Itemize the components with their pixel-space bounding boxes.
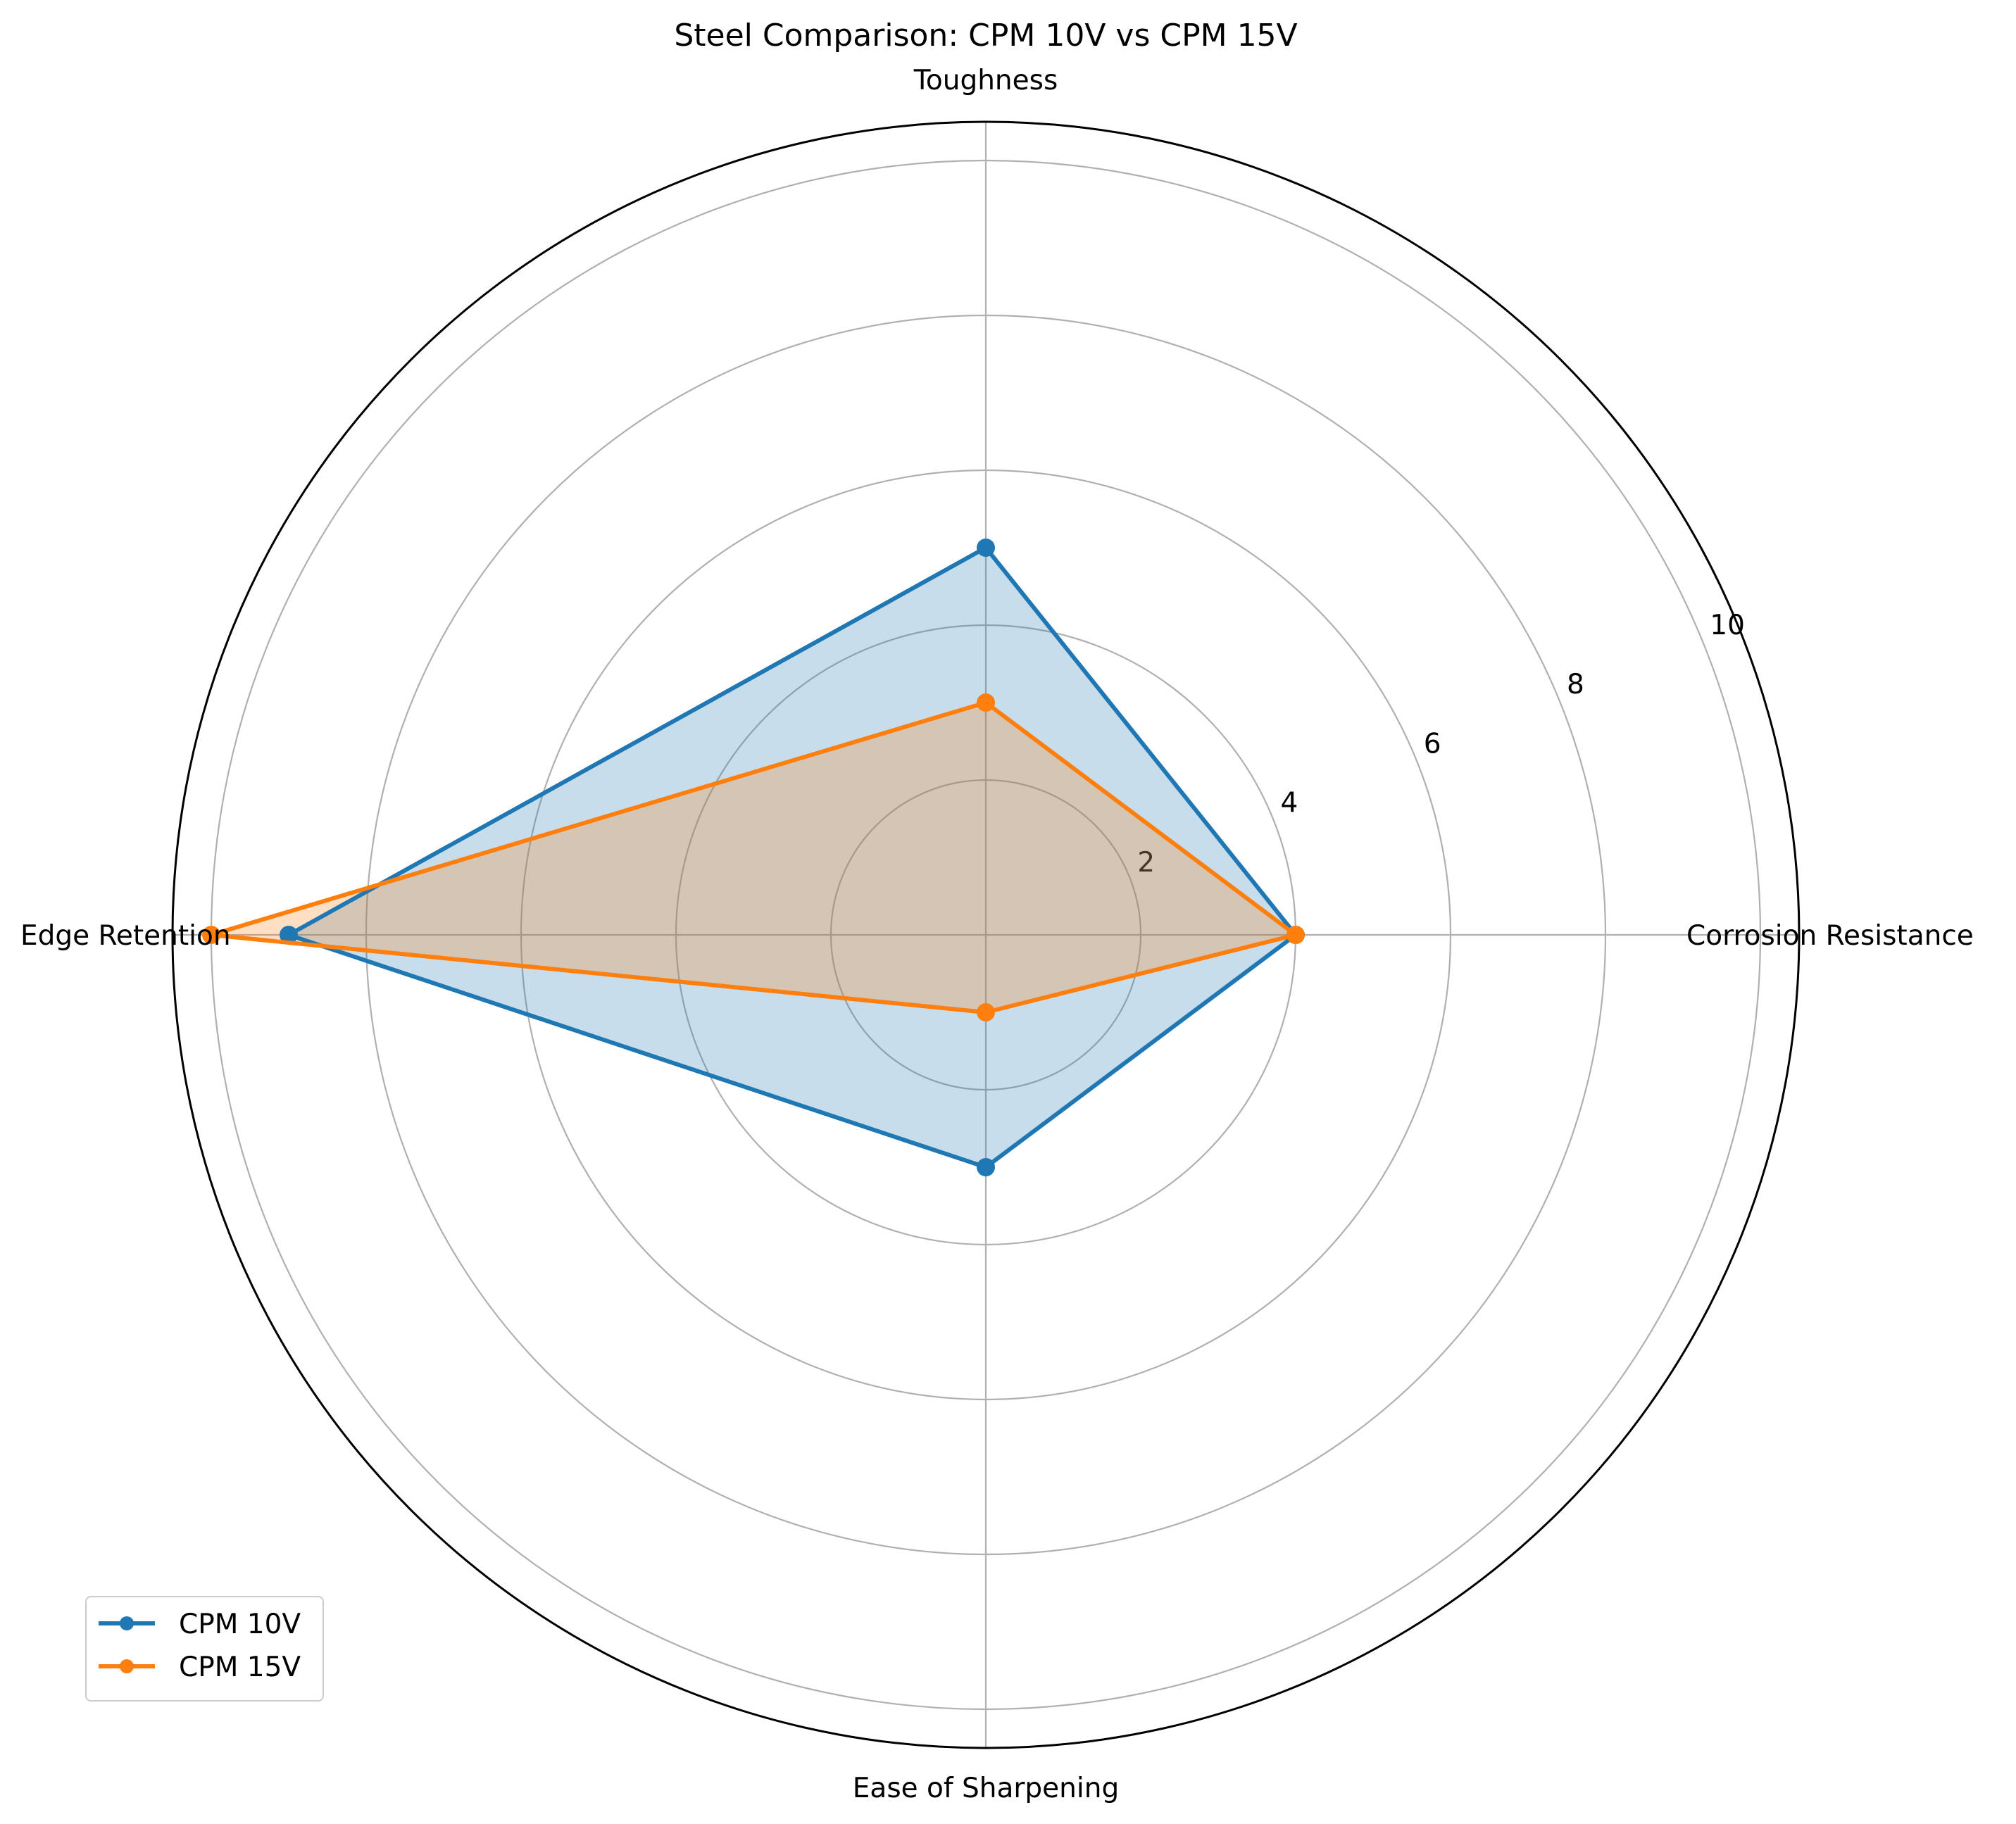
radial-tick-label: 10: [1710, 610, 1745, 641]
radial-tick-label: 4: [1281, 788, 1298, 819]
legend-label-cpm-15v: CPM 15V: [179, 1652, 301, 1683]
data-point-cpm-10v: [977, 1158, 995, 1176]
circular-gridline: [829, 779, 1142, 1091]
radial-tick-label: 6: [1424, 728, 1441, 760]
legend: CPM 10V CPM 15V: [85, 1596, 324, 1702]
category-label-corrosion-resistance: Corrosion Resistance: [1686, 920, 1974, 952]
label-layer: Corrosion Resistance Toughness Edge Rete…: [20, 65, 1974, 1804]
data-point-cpm-15v: [1286, 926, 1305, 944]
chart-title: Steel Comparison: CPM 10V vs CPM 15V: [674, 18, 1297, 54]
category-label-ease-of-sharpening: Ease of Sharpening: [853, 1773, 1119, 1804]
legend-marker-cpm-10v: [120, 1616, 134, 1630]
category-label-toughness: Toughness: [913, 65, 1058, 96]
category-label-edge-retention: Edge Retention: [20, 920, 231, 952]
circular-gridline: [365, 314, 1607, 1556]
legend-label-cpm-10v: CPM 10V: [179, 1609, 301, 1640]
data-point-cpm-15v: [977, 693, 995, 712]
data-point-cpm-10v: [977, 539, 995, 557]
data-point-cpm-15v: [977, 1003, 995, 1021]
data-point-cpm-15v: [202, 926, 220, 944]
series-fill-cpm-10v: [289, 548, 1296, 1167]
series-fill-cpm-15v: [211, 703, 1296, 1012]
circular-gridline: [520, 469, 1452, 1401]
radial-tick-label: 8: [1567, 669, 1584, 700]
polar-frame: [171, 120, 1801, 1749]
radial-tick-label: 2: [1137, 847, 1155, 879]
legend-marker-cpm-15v: [120, 1659, 134, 1673]
series-layer: [202, 539, 1305, 1176]
polar-grid: 2 4 6 8 10: [171, 120, 1801, 1749]
data-point-cpm-10v: [280, 926, 298, 944]
